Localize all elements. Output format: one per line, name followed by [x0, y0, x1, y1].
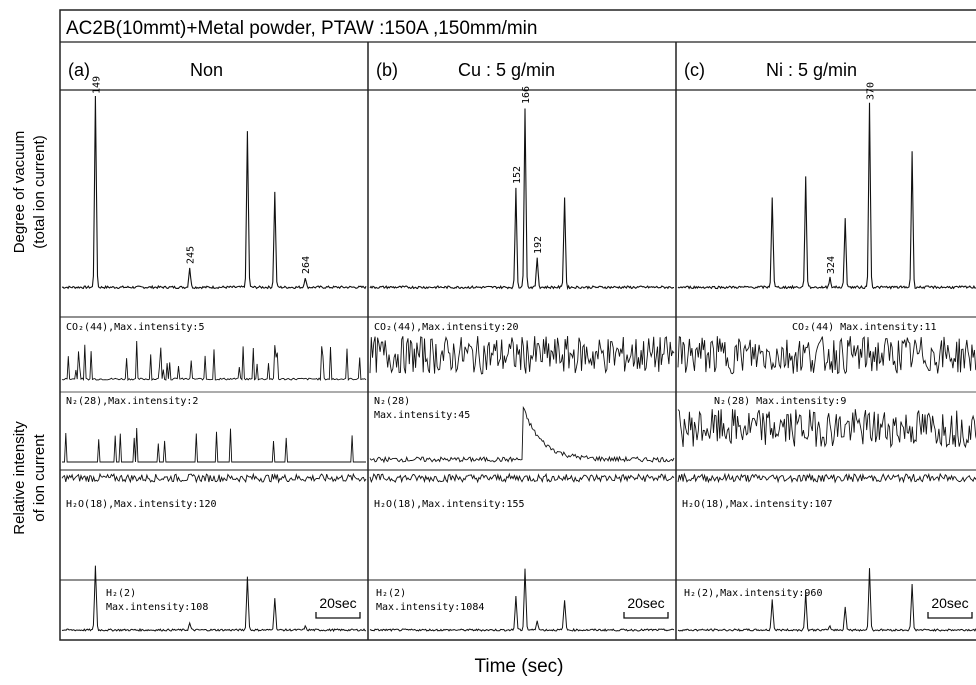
panel-title-a: Non — [190, 60, 223, 80]
h2-trace-a — [61, 565, 367, 633]
panel-title-c: Ni : 5 g/min — [766, 60, 857, 80]
h2-trace-b — [369, 568, 675, 632]
scale-bar-label-b: 20sec — [627, 595, 664, 611]
vacuum-trace-a — [61, 95, 367, 290]
peak-label-c-1: 324 — [826, 256, 837, 274]
scale-bar-a — [315, 612, 361, 619]
h2-trace-c — [677, 568, 976, 632]
panel-label-a: (a) — [68, 60, 90, 80]
y-label-top-2: (total ion current) — [31, 135, 48, 248]
scale-bar-b — [623, 612, 669, 619]
co2-label-c: CO₂(44) Max.intensity:11 — [792, 322, 937, 333]
n2-trace-b — [369, 406, 675, 464]
h2o-trace-a — [61, 472, 367, 484]
h2-label-b-2: Max.intensity:1084 — [376, 602, 484, 613]
scale-bar-c — [927, 612, 973, 619]
y-label-bottom-2: of ion current — [31, 433, 48, 521]
h2o-trace-c — [677, 472, 976, 484]
vacuum-trace-c — [677, 102, 976, 290]
peak-label-b-0: 166 — [521, 86, 532, 104]
panel-label-b: (b) — [376, 60, 398, 80]
n2-label-b-2: Max.intensity:45 — [374, 410, 470, 421]
vacuum-trace-b — [369, 108, 674, 291]
y-label-top-1: Degree of vacuum — [11, 131, 28, 254]
scale-bar-label-a: 20sec — [319, 595, 356, 611]
h2o-label-b: H₂O(18),Max.intensity:155 — [374, 499, 525, 510]
y-label-bottom-1: Relative intensity — [11, 421, 28, 535]
peak-label-a-4: 264 — [301, 256, 312, 274]
n2-trace-c — [677, 409, 976, 449]
panel-label-c: (c) — [684, 60, 705, 80]
co2-trace-a — [61, 340, 367, 382]
n2-label-c: N₂(28) Max.intensity:9 — [714, 396, 846, 407]
n2-label-a: N₂(28),Max.intensity:2 — [66, 396, 198, 407]
chart-title: AC2B(10mmt)+Metal powder, PTAW :150A ,15… — [66, 18, 537, 39]
figure-frame — [59, 9, 976, 641]
n2-label-b-1: N₂(28) — [374, 396, 410, 407]
peak-label-a-1: 245 — [186, 246, 197, 264]
panel-title-b: Cu : 5 g/min — [458, 60, 555, 80]
co2-label-a: CO₂(44),Max.intensity:5 — [66, 322, 204, 333]
panels-layer: (a) Non 149 245 264 CO₂(44),Max.intensity:5 N₂… — [60, 60, 976, 633]
co2-trace-b — [369, 335, 675, 375]
peak-label-a-0: 149 — [91, 76, 102, 94]
peak-label-b-2: 192 — [533, 236, 544, 254]
h2-label-a-2: Max.intensity:108 — [106, 602, 208, 613]
n2-trace-a — [62, 427, 366, 463]
h2o-label-a: H₂O(18),Max.intensity:120 — [66, 499, 217, 510]
co2-label-b: CO₂(44),Max.intensity:20 — [374, 322, 519, 333]
h2-label-c: H₂(2),Max.intensity:960 — [684, 588, 822, 599]
peak-label-c-0: 370 — [866, 82, 877, 100]
h2-label-a-1: H₂(2) — [106, 588, 136, 599]
co2-trace-c — [677, 336, 976, 375]
h2o-label-c: H₂O(18),Max.intensity:107 — [682, 499, 833, 510]
scale-bar-label-c: 20sec — [931, 595, 968, 611]
x-axis-label: Time (sec) — [474, 656, 563, 677]
peak-label-b-1: 152 — [512, 166, 523, 184]
h2-label-b-1: H₂(2) — [376, 588, 406, 599]
h2o-trace-b — [369, 472, 675, 484]
